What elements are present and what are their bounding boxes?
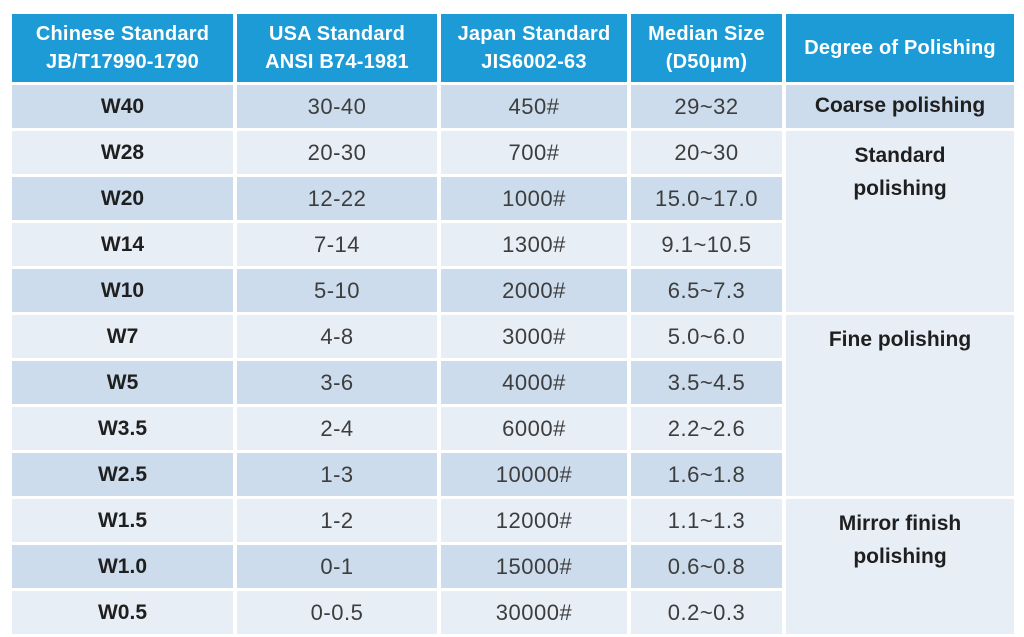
cell-japan-standard: 1300# <box>441 223 627 266</box>
cell-usa-standard: 2-4 <box>237 407 437 450</box>
cell-usa-standard: 20-30 <box>237 131 437 174</box>
standards-comparison-table: Chinese Standard JB/T17990-1790 USA Stan… <box>8 11 1018 637</box>
cell-chinese-standard: W2.5 <box>12 453 233 496</box>
cell-degree-standard-polishing: Standard polishing <box>786 131 1014 312</box>
cell-usa-standard: 0-0.5 <box>237 591 437 634</box>
cell-chinese-standard: W3.5 <box>12 407 233 450</box>
cell-japan-standard: 450# <box>441 85 627 128</box>
cell-median-size: 9.1~10.5 <box>631 223 782 266</box>
cell-degree-coarse-polishing: Coarse polishing <box>786 85 1014 128</box>
cell-chinese-standard: W5 <box>12 361 233 404</box>
cell-japan-standard: 10000# <box>441 453 627 496</box>
cell-median-size: 20~30 <box>631 131 782 174</box>
cell-median-size: 5.0~6.0 <box>631 315 782 358</box>
cell-median-size: 3.5~4.5 <box>631 361 782 404</box>
table-row-w20: W20 12-22 1000# 15.0~17.0 <box>12 177 1014 220</box>
cell-usa-standard: 3-6 <box>237 361 437 404</box>
table-row-w1-0: W1.0 0-1 15000# 0.6~0.8 <box>12 545 1014 588</box>
cell-median-size: 1.1~1.3 <box>631 499 782 542</box>
cell-japan-standard: 3000# <box>441 315 627 358</box>
cell-usa-standard: 1-2 <box>237 499 437 542</box>
table-row-w10: W10 5-10 2000# 6.5~7.3 <box>12 269 1014 312</box>
cell-chinese-standard: W1.0 <box>12 545 233 588</box>
table-row-w28: W28 20-30 700# 20~30 Standard polishing <box>12 131 1014 312</box>
cell-median-size: 15.0~17.0 <box>631 177 782 220</box>
cell-degree-mirror-finish-polishing: Mirror finish polishing <box>786 499 1014 634</box>
cell-chinese-standard: W7 <box>12 315 233 358</box>
cell-usa-standard: 0-1 <box>237 545 437 588</box>
table-row-w1-5: W1.5 1-2 12000# 1.1~1.3 Mirror finish po… <box>12 499 1014 634</box>
cell-chinese-standard: W0.5 <box>12 591 233 634</box>
table-row-w2-5: W2.5 1-3 10000# 1.6~1.8 <box>12 453 1014 496</box>
cell-japan-standard: 700# <box>441 131 627 174</box>
cell-chinese-standard: W20 <box>12 177 233 220</box>
cell-usa-standard: 4-8 <box>237 315 437 358</box>
table-row-w3-5: W3.5 2-4 6000# 2.2~2.6 <box>12 407 1014 450</box>
cell-chinese-standard: W1.5 <box>12 499 233 542</box>
table-row-w5: W5 3-6 4000# 3.5~4.5 <box>12 361 1014 404</box>
cell-usa-standard: 1-3 <box>237 453 437 496</box>
header-chinese-standard: Chinese Standard JB/T17990-1790 <box>12 14 233 82</box>
cell-japan-standard: 6000# <box>441 407 627 450</box>
table-row-w14: W14 7-14 1300# 9.1~10.5 <box>12 223 1014 266</box>
header-usa-standard: USA Standard ANSI B74-1981 <box>237 14 437 82</box>
table-row-w7: W7 4-8 3000# 5.0~6.0 Fine polishing <box>12 315 1014 496</box>
cell-median-size: 2.2~2.6 <box>631 407 782 450</box>
cell-chinese-standard: W40 <box>12 85 233 128</box>
cell-median-size: 6.5~7.3 <box>631 269 782 312</box>
table-row-w40: W40 30-40 450# 29~32 Coarse polishing <box>12 85 1014 128</box>
cell-median-size: 29~32 <box>631 85 782 128</box>
cell-usa-standard: 30-40 <box>237 85 437 128</box>
cell-usa-standard: 12-22 <box>237 177 437 220</box>
cell-chinese-standard: W10 <box>12 269 233 312</box>
cell-chinese-standard: W28 <box>12 131 233 174</box>
cell-median-size: 1.6~1.8 <box>631 453 782 496</box>
cell-chinese-standard: W14 <box>12 223 233 266</box>
cell-japan-standard: 4000# <box>441 361 627 404</box>
cell-usa-standard: 7-14 <box>237 223 437 266</box>
table-header-row: Chinese Standard JB/T17990-1790 USA Stan… <box>12 14 1014 82</box>
cell-median-size: 0.6~0.8 <box>631 545 782 588</box>
header-degree-of-polishing: Degree of Polishing <box>786 14 1014 82</box>
header-japan-standard: Japan Standard JIS6002-63 <box>441 14 627 82</box>
cell-japan-standard: 2000# <box>441 269 627 312</box>
slide-canvas: Chinese Standard JB/T17990-1790 USA Stan… <box>12 14 1014 634</box>
cell-japan-standard: 12000# <box>441 499 627 542</box>
header-median-size: Median Size (D50μm) <box>631 14 782 82</box>
cell-median-size: 0.2~0.3 <box>631 591 782 634</box>
cell-japan-standard: 15000# <box>441 545 627 588</box>
cell-japan-standard: 30000# <box>441 591 627 634</box>
cell-degree-fine-polishing: Fine polishing <box>786 315 1014 496</box>
cell-japan-standard: 1000# <box>441 177 627 220</box>
cell-usa-standard: 5-10 <box>237 269 437 312</box>
